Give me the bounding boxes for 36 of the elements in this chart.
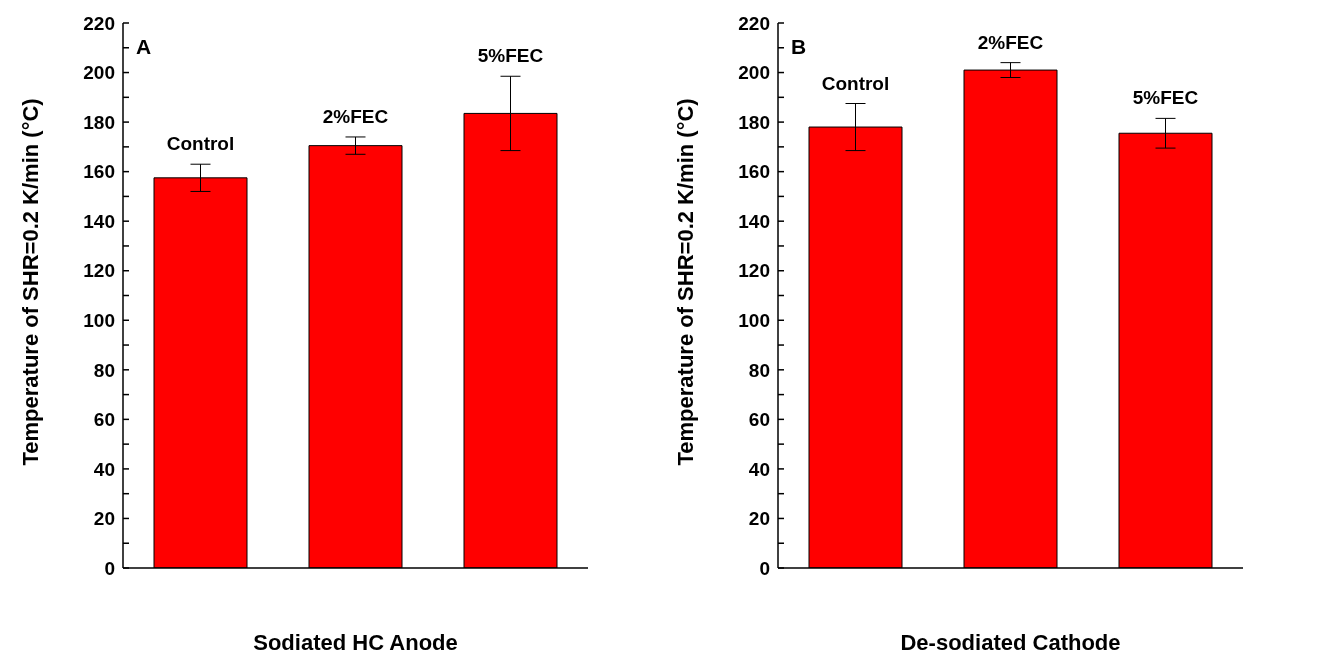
x-axis-title: Sodiated HC Anode	[253, 630, 458, 655]
y-tick-label: 120	[83, 260, 115, 282]
y-tick-label: 160	[738, 161, 770, 183]
y-tick-label: 220	[738, 12, 770, 34]
x-tick-label: 5%FEC	[1132, 87, 1199, 109]
annotation: A	[136, 35, 152, 59]
y-axis-title: Temperature of SHR=0.2 K/min (°C)	[17, 98, 43, 466]
x-tick-label: Control	[821, 72, 890, 94]
x-tick-label: Control	[166, 133, 235, 155]
y-axis-title: Temperature of SHR=0.2 K/min (°C)	[672, 98, 698, 466]
y-tick-label: 40	[748, 458, 770, 480]
y-tick-label: 100	[738, 310, 770, 332]
y-tick-label: 100	[83, 310, 115, 332]
y-tick-label: 60	[93, 409, 115, 431]
x-tick-label: 5%FEC	[477, 45, 544, 67]
y-tick-label: 20	[93, 508, 115, 530]
y-tick-label: 60	[748, 409, 770, 431]
y-tick-label: 120	[738, 260, 770, 282]
y-tick-label: 180	[738, 111, 770, 133]
y-tick-label: 220	[83, 12, 115, 34]
annotation: B	[791, 35, 807, 59]
y-tick-label: 0	[104, 557, 115, 579]
y-tick-label: 20	[748, 508, 770, 530]
y-tick-label: 80	[748, 359, 770, 381]
y-tick-label: 200	[83, 62, 115, 84]
y-tick-label: 160	[83, 161, 115, 183]
y-tick-label: 140	[738, 210, 770, 232]
x-axis-title: De-sodiated Cathode	[900, 630, 1121, 655]
y-tick-label: 80	[93, 359, 115, 381]
y-tick-label: 180	[83, 111, 115, 133]
y-tick-label: 40	[93, 458, 115, 480]
y-tick-label: 200	[738, 62, 770, 84]
x-tick-label: 2%FEC	[322, 105, 389, 127]
y-tick-label: 0	[759, 557, 770, 579]
y-tick-label: 140	[83, 210, 115, 232]
x-tick-label: 2%FEC	[977, 31, 1044, 53]
